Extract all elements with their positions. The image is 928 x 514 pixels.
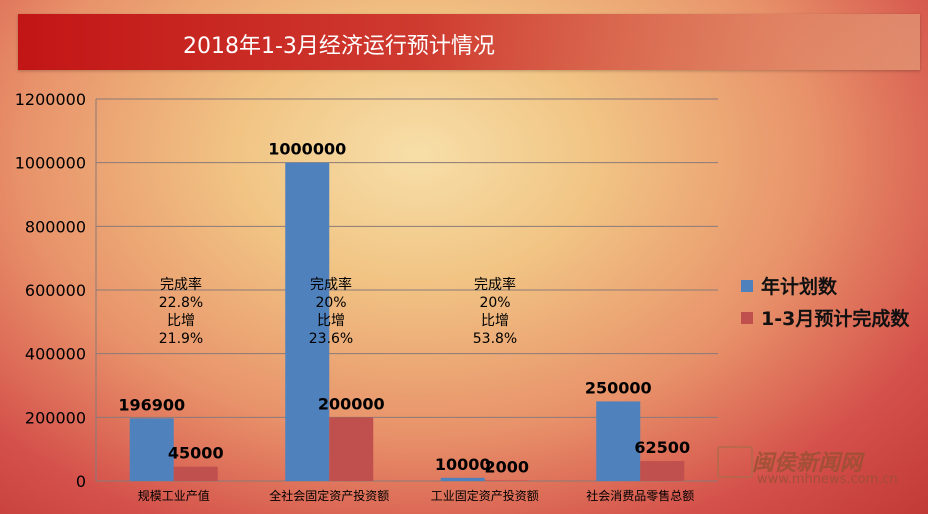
y-tick-label: 400000 [25, 345, 86, 364]
annotation-2-line-2: 20% [315, 295, 347, 311]
annotation-1-line-4: 21.9% [158, 331, 204, 347]
y-tick-label: 200000 [25, 408, 86, 427]
bar-actual [329, 417, 374, 481]
annotation-1-line-3: 比增 [167, 313, 195, 329]
annotation-3-line-2: 20% [479, 295, 511, 311]
x-tick-label: 工业固定资产投资额 [431, 488, 539, 503]
annotation-2-line-3: 比增 [317, 313, 345, 329]
y-tick-label: 1200000 [15, 90, 86, 109]
data-label: 62500 [634, 438, 690, 457]
bar-actual [484, 480, 529, 481]
annotation-1-line-2: 22.8% [158, 295, 204, 311]
data-label: 2000 [484, 457, 529, 476]
data-label: 10000 [435, 455, 491, 474]
data-label: 196900 [118, 395, 185, 414]
annotation-3-line-1: 完成率 [474, 277, 516, 293]
annotation-3: 完成率 20% 比增 53.8% [445, 276, 545, 348]
watermark-logo-icon [717, 446, 753, 478]
x-tick-label: 全社会固定资产投资额 [269, 488, 389, 503]
bar-plan [285, 162, 330, 481]
data-label: 45000 [168, 444, 224, 463]
legend-item-plan: 年计划数 [741, 272, 837, 299]
x-tick-label: 社会消费品零售总额 [586, 488, 694, 503]
bar-plan [440, 477, 485, 481]
annotation-3-line-3: 比增 [481, 313, 509, 329]
bar-plan [596, 401, 641, 481]
y-tick-label: 1000000 [15, 154, 86, 173]
legend-label-plan: 年计划数 [761, 276, 838, 298]
legend-swatch-plan [741, 279, 753, 292]
bar-plan [129, 418, 174, 481]
title-bar [18, 14, 920, 70]
watermark-name: 闽侯新闻网 [752, 451, 863, 476]
annotation-2: 完成率 20% 比增 23.6% [281, 276, 381, 348]
data-label: 250000 [585, 378, 652, 397]
legend-item-actual: 1-3月预计完成数 [741, 304, 909, 331]
legend-label-actual: 1-3月预计完成数 [761, 308, 910, 330]
bar-actual [640, 461, 685, 481]
y-tick-label: 0 [76, 472, 86, 491]
data-label: 200000 [318, 394, 385, 413]
data-label: 1000000 [268, 140, 346, 159]
x-tick-label: 规模工业产值 [138, 488, 210, 503]
chart-title: 2018年1-3月经济运行预计情况 [183, 34, 495, 59]
annotation-1: 完成率 22.8% 比增 21.9% [131, 276, 231, 348]
annotation-1-line-1: 完成率 [160, 277, 202, 293]
annotation-3-line-4: 53.8% [472, 331, 518, 347]
y-tick-label: 600000 [25, 281, 86, 300]
watermark-url: www.mhnews.com.cn [757, 472, 898, 487]
annotation-2-line-1: 完成率 [310, 277, 352, 293]
legend-swatch-actual [741, 311, 753, 324]
y-tick-label: 800000 [25, 217, 86, 236]
annotation-2-line-4: 23.6% [308, 331, 354, 347]
bar-actual [173, 466, 218, 481]
